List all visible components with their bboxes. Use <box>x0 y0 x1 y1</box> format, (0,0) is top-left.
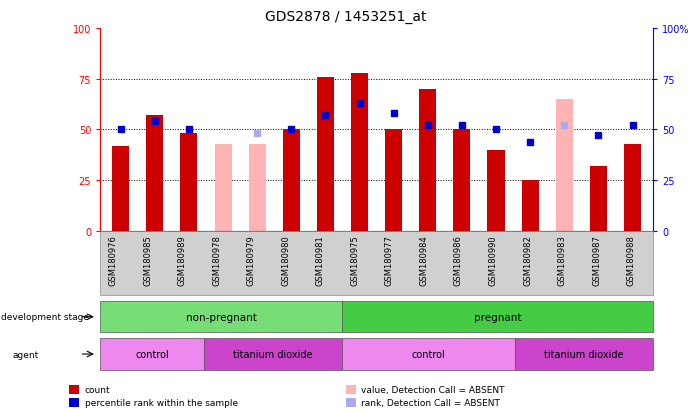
Bar <box>556 100 573 231</box>
Bar <box>590 166 607 231</box>
Bar <box>342 339 515 370</box>
Text: development stage: development stage <box>1 313 89 321</box>
Bar <box>385 130 402 231</box>
Bar <box>100 231 653 295</box>
Bar <box>204 339 342 370</box>
Text: GSM180981: GSM180981 <box>316 235 325 285</box>
Text: GSM180976: GSM180976 <box>108 235 117 285</box>
Bar <box>342 301 653 332</box>
Text: GSM180983: GSM180983 <box>558 235 567 285</box>
Bar <box>317 78 334 231</box>
Bar <box>180 134 198 231</box>
Text: GDS2878 / 1453251_at: GDS2878 / 1453251_at <box>265 10 426 24</box>
Text: GSM180987: GSM180987 <box>592 235 601 285</box>
Text: GSM180982: GSM180982 <box>523 235 532 285</box>
Text: agent: agent <box>12 350 39 358</box>
Text: GSM180979: GSM180979 <box>247 235 256 285</box>
Text: pregnant: pregnant <box>474 312 521 322</box>
Bar <box>69 398 79 407</box>
Bar <box>346 385 356 394</box>
Bar <box>624 144 641 231</box>
Text: titanium dioxide: titanium dioxide <box>544 349 624 359</box>
Text: value, Detection Call = ABSENT: value, Detection Call = ABSENT <box>361 385 505 394</box>
Text: GSM180990: GSM180990 <box>489 235 498 285</box>
Text: control: control <box>412 349 445 359</box>
Bar <box>100 339 204 370</box>
Bar <box>522 181 539 231</box>
Text: percentile rank within the sample: percentile rank within the sample <box>85 398 238 407</box>
Text: non-pregnant: non-pregnant <box>186 312 256 322</box>
Text: GSM180986: GSM180986 <box>454 235 463 285</box>
Text: control: control <box>135 349 169 359</box>
Bar <box>69 385 79 394</box>
Text: GSM180977: GSM180977 <box>385 235 394 285</box>
Bar <box>346 398 356 407</box>
Bar <box>419 90 436 231</box>
Text: GSM180978: GSM180978 <box>212 235 221 285</box>
Text: GSM180988: GSM180988 <box>627 235 636 285</box>
Bar <box>351 74 368 231</box>
Text: GSM180975: GSM180975 <box>350 235 359 285</box>
Bar <box>453 130 471 231</box>
Bar <box>112 146 129 231</box>
Text: rank, Detection Call = ABSENT: rank, Detection Call = ABSENT <box>361 398 500 407</box>
Bar <box>283 130 300 231</box>
Bar <box>214 144 231 231</box>
Bar <box>146 116 163 231</box>
Text: GSM180985: GSM180985 <box>143 235 152 285</box>
Text: GSM180984: GSM180984 <box>419 235 428 285</box>
Bar <box>487 150 504 231</box>
Text: titanium dioxide: titanium dioxide <box>233 349 313 359</box>
Bar <box>100 301 342 332</box>
Bar <box>515 339 653 370</box>
Text: GSM180980: GSM180980 <box>281 235 290 285</box>
Bar <box>249 144 266 231</box>
Text: GSM180989: GSM180989 <box>178 235 187 285</box>
Text: count: count <box>85 385 111 394</box>
